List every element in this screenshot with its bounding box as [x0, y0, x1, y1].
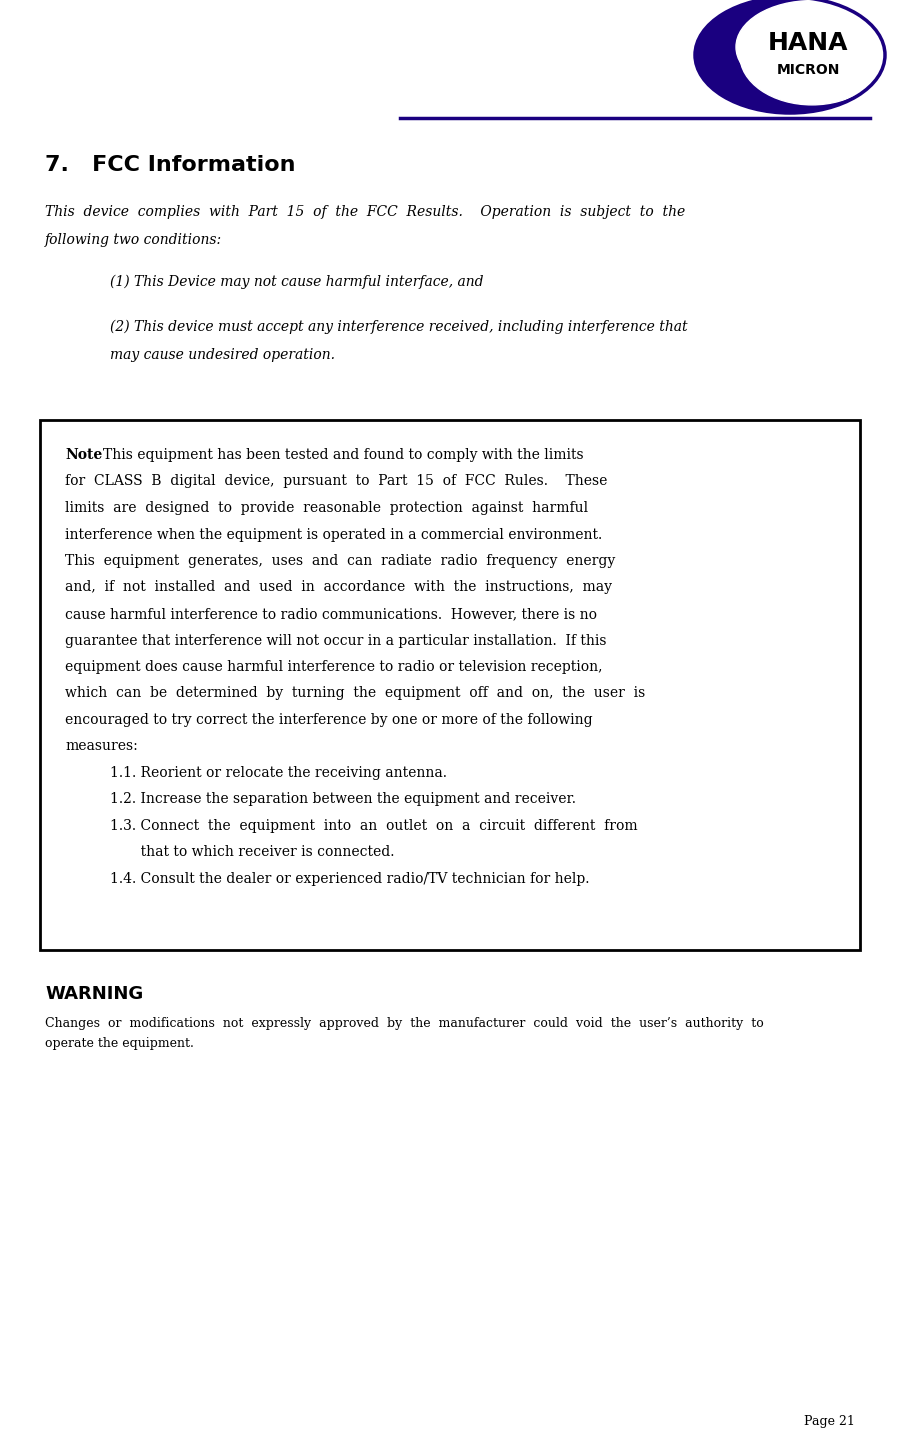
Text: cause harmful interference to radio communications.  However, there is no: cause harmful interference to radio comm…	[65, 608, 597, 620]
Text: 1.2. Increase the separation between the equipment and receiver.: 1.2. Increase the separation between the…	[110, 792, 576, 807]
Bar	[40, 420, 860, 949]
Text: following two conditions:: following two conditions:	[45, 232, 222, 247]
Text: Changes  or  modifications  not  expressly  approved  by  the  manufacturer  cou: Changes or modifications not expressly a…	[45, 1017, 764, 1030]
Text: 1.1. Reorient or relocate the receiving antenna.: 1.1. Reorient or relocate the receiving …	[110, 766, 447, 781]
Text: This equipment has been tested and found to comply with the limits: This equipment has been tested and found…	[103, 447, 584, 462]
Text: WARNING: WARNING	[45, 986, 144, 1003]
Text: that to which receiver is connected.: that to which receiver is connected.	[110, 846, 394, 860]
Text: Page 21: Page 21	[804, 1416, 855, 1429]
Text: may cause undesired operation.: may cause undesired operation.	[110, 348, 335, 362]
Text: equipment does cause harmful interference to radio or television reception,: equipment does cause harmful interferenc…	[65, 659, 603, 674]
Text: and,  if  not  installed  and  used  in  accordance  with  the  instructions,  m: and, if not installed and used in accord…	[65, 580, 612, 595]
Text: for  CLASS  B  digital  device,  pursuant  to  Part  15  of  FCC  Rules.    Thes: for CLASS B digital device, pursuant to …	[65, 475, 607, 489]
Text: limits  are  designed  to  provide  reasonable  protection  against  harmful: limits are designed to provide reasonabl…	[65, 501, 588, 515]
Ellipse shape	[740, 6, 885, 105]
Ellipse shape	[736, 0, 888, 94]
Text: guarantee that interference will not occur in a particular installation.  If thi: guarantee that interference will not occ…	[65, 633, 606, 648]
Text: This  equipment  generates,  uses  and  can  radiate  radio  frequency  energy: This equipment generates, uses and can r…	[65, 554, 615, 569]
Text: operate the equipment.: operate the equipment.	[45, 1038, 194, 1051]
Text: 1.3. Connect  the  equipment  into  an  outlet  on  a  circuit  different  from: 1.3. Connect the equipment into an outle…	[110, 820, 638, 833]
Text: encouraged to try correct the interference by one or more of the following: encouraged to try correct the interferen…	[65, 713, 593, 727]
Text: 7.   FCC Information: 7. FCC Information	[45, 154, 295, 175]
Text: which  can  be  determined  by  turning  the  equipment  off  and  on,  the  use: which can be determined by turning the e…	[65, 687, 646, 700]
Text: measures:: measures:	[65, 739, 137, 753]
Text: HANA: HANA	[768, 30, 849, 55]
Text: This  device  complies  with  Part  15  of  the  FCC  Results.    Operation  is : This device complies with Part 15 of the…	[45, 205, 685, 219]
Text: (1) This Device may not cause harmful interface, and: (1) This Device may not cause harmful in…	[110, 276, 483, 290]
Text: MICRON: MICRON	[776, 63, 840, 76]
Text: (2) This device must accept any interference received, including interference th: (2) This device must accept any interfer…	[110, 320, 688, 335]
Text: 1.4. Consult the dealer or experienced radio/TV technician for help.: 1.4. Consult the dealer or experienced r…	[110, 872, 589, 886]
Ellipse shape	[695, 0, 885, 113]
Text: interference when the equipment is operated in a commercial environment.: interference when the equipment is opera…	[65, 528, 603, 541]
Text: Note: Note	[65, 447, 102, 462]
